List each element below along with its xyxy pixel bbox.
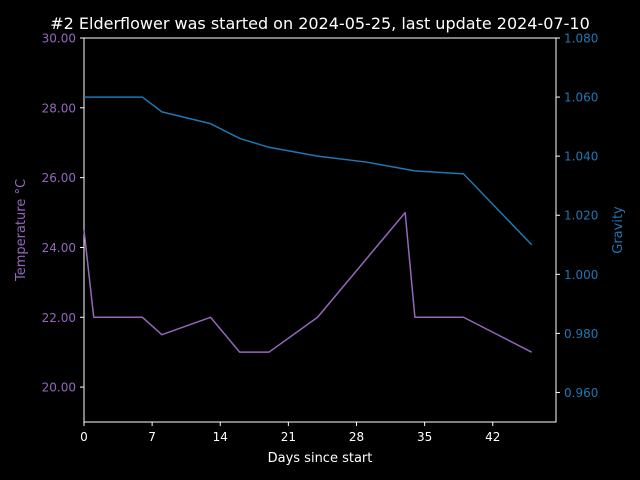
series-lines (83, 96, 533, 353)
right-y-tick-label: 1.020 (564, 209, 598, 223)
x-tick-label: 42 (485, 430, 500, 444)
left-y-tick-label: 20.00 (42, 381, 76, 395)
x-tick-label: 35 (417, 430, 432, 444)
left-y-tick-label: 24.00 (42, 241, 76, 255)
right-y-tick-label: 0.980 (564, 327, 598, 341)
left-y-tick-label: 30.00 (42, 32, 76, 46)
left-y-tick-label: 28.00 (42, 101, 76, 115)
right-y-axis: 0.960 0.980 1.000 1.020 1.040 1.060 1.080 (556, 32, 598, 400)
left-y-tick-label: 22.00 (42, 311, 76, 325)
left-y-axis: 20.00 22.00 24.00 26.00 28.00 30.00 (42, 32, 84, 395)
x-tick-label: 0 (80, 430, 88, 444)
temperature-series-line (83, 211, 533, 353)
x-tick-label: 21 (281, 430, 296, 444)
plot-area (83, 37, 557, 423)
gravity-series-line (84, 96, 533, 246)
chart-title: #2 Elderflower was started on 2024-05-25… (50, 14, 590, 33)
x-axis-label: Days since start (268, 451, 373, 466)
right-y-axis-label: Gravity (611, 206, 626, 254)
right-y-tick-label: 0.960 (564, 386, 598, 400)
right-y-tick-label: 1.060 (564, 91, 598, 105)
right-y-tick-label: 1.040 (564, 150, 598, 164)
x-tick-label: 7 (148, 430, 156, 444)
right-y-tick-label: 1.000 (564, 268, 598, 282)
left-y-axis-label: Temperature °C (14, 179, 29, 282)
right-y-tick-label: 1.080 (564, 32, 598, 46)
x-tick-label: 28 (349, 430, 364, 444)
left-y-tick-label: 26.00 (42, 171, 76, 185)
x-axis: 0 7 14 21 28 35 42 (80, 422, 500, 444)
x-tick-label: 14 (213, 430, 228, 444)
